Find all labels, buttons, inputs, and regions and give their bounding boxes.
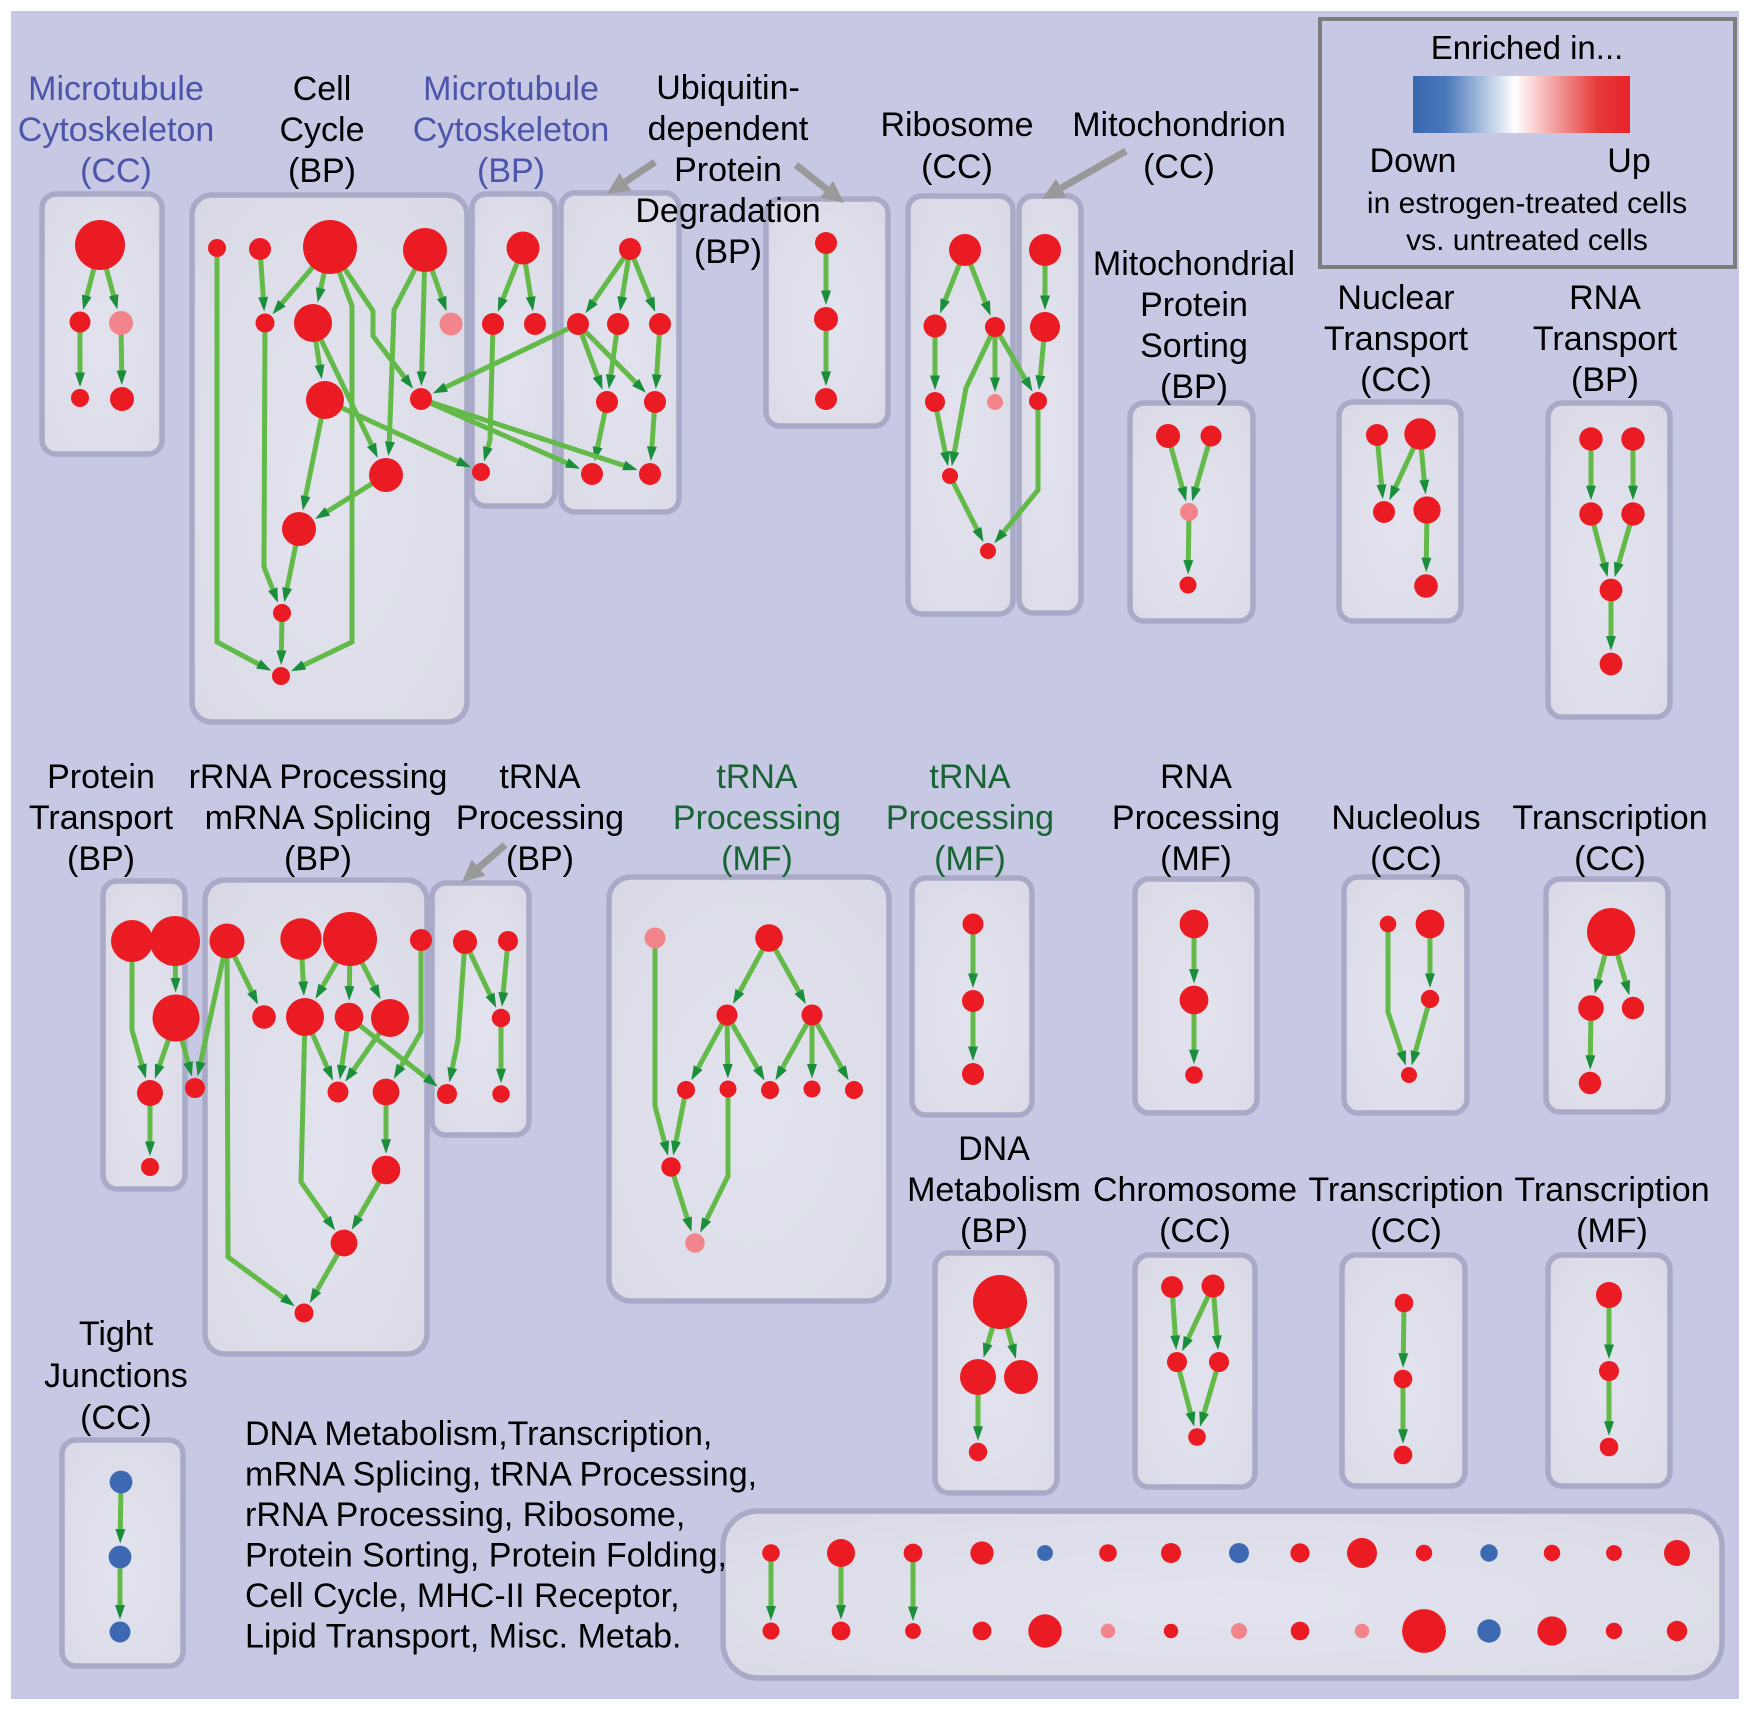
svg-text:tRNA: tRNA xyxy=(929,758,1011,796)
svg-text:dependent: dependent xyxy=(648,110,809,148)
svg-text:(CC): (CC) xyxy=(1159,1212,1231,1250)
svg-text:(BP): (BP) xyxy=(506,840,574,878)
svg-text:tRNA: tRNA xyxy=(716,758,798,796)
svg-text:Cell: Cell xyxy=(293,70,352,108)
svg-text:Protein: Protein xyxy=(47,758,155,796)
svg-text:Cell Cycle, MHC-II Receptor,: Cell Cycle, MHC-II Receptor, xyxy=(245,1577,680,1615)
svg-text:Up: Up xyxy=(1607,142,1650,180)
svg-text:(BP): (BP) xyxy=(1571,361,1639,399)
svg-text:(MF): (MF) xyxy=(1576,1212,1648,1250)
svg-text:(CC): (CC) xyxy=(1574,840,1646,878)
svg-text:Transcription: Transcription xyxy=(1512,799,1707,837)
svg-text:Down: Down xyxy=(1370,142,1457,180)
svg-text:Metabolism: Metabolism xyxy=(907,1171,1081,1209)
svg-text:Cytoskeleton: Cytoskeleton xyxy=(413,111,610,149)
svg-text:Transport: Transport xyxy=(1533,320,1678,358)
svg-text:(MF): (MF) xyxy=(1160,840,1232,878)
svg-text:Ribosome: Ribosome xyxy=(880,106,1033,144)
svg-text:RNA: RNA xyxy=(1160,758,1232,796)
svg-text:(CC): (CC) xyxy=(921,148,993,186)
svg-text:Ubiquitin-: Ubiquitin- xyxy=(656,69,800,107)
svg-text:Chromosome: Chromosome xyxy=(1093,1171,1297,1209)
svg-text:(BP): (BP) xyxy=(288,152,356,190)
svg-text:Transport: Transport xyxy=(29,799,174,837)
svg-text:(CC): (CC) xyxy=(80,1399,152,1437)
svg-text:Cytoskeleton: Cytoskeleton xyxy=(18,111,215,149)
svg-text:Cycle: Cycle xyxy=(279,111,364,149)
svg-text:Tight: Tight xyxy=(79,1315,154,1353)
svg-text:Enriched in...: Enriched in... xyxy=(1431,29,1624,66)
svg-text:Sorting: Sorting xyxy=(1140,327,1248,365)
svg-text:mRNA Splicing, tRNA Processing: mRNA Splicing, tRNA Processing, xyxy=(245,1456,757,1494)
svg-text:Mitochondrial: Mitochondrial xyxy=(1093,245,1295,283)
svg-text:Degradation: Degradation xyxy=(635,192,820,230)
svg-text:Transcription: Transcription xyxy=(1308,1171,1503,1209)
svg-text:(CC): (CC) xyxy=(1360,361,1432,399)
svg-text:Processing: Processing xyxy=(1112,799,1280,837)
svg-text:Protein Sorting, Protein Foldi: Protein Sorting, Protein Folding, xyxy=(245,1537,727,1575)
svg-text:Microtubule: Microtubule xyxy=(28,70,204,108)
svg-text:(BP): (BP) xyxy=(1160,368,1228,406)
svg-text:Processing: Processing xyxy=(456,799,624,837)
svg-text:(CC): (CC) xyxy=(1370,1212,1442,1250)
svg-text:(CC): (CC) xyxy=(1370,840,1442,878)
svg-text:(BP): (BP) xyxy=(284,840,352,878)
svg-text:Transcription: Transcription xyxy=(1514,1171,1709,1209)
svg-text:Lipid Transport, Misc. Metab.: Lipid Transport, Misc. Metab. xyxy=(245,1618,682,1656)
svg-text:(MF): (MF) xyxy=(934,840,1006,878)
svg-text:Nuclear: Nuclear xyxy=(1337,279,1454,317)
svg-text:Nucleolus: Nucleolus xyxy=(1331,799,1480,837)
svg-text:Transport: Transport xyxy=(1324,320,1469,358)
svg-text:(CC): (CC) xyxy=(80,152,152,190)
svg-text:vs. untreated cells: vs. untreated cells xyxy=(1406,224,1648,257)
svg-text:(MF): (MF) xyxy=(721,840,793,878)
svg-text:(BP): (BP) xyxy=(67,840,135,878)
svg-text:Processing: Processing xyxy=(673,799,841,837)
svg-text:rRNA Processing, Ribosome,: rRNA Processing, Ribosome, xyxy=(245,1496,685,1534)
svg-text:Microtubule: Microtubule xyxy=(423,70,599,108)
svg-text:Junctions: Junctions xyxy=(44,1357,188,1395)
svg-text:tRNA: tRNA xyxy=(499,758,581,796)
svg-text:rRNA Processing: rRNA Processing xyxy=(189,758,448,796)
svg-text:(BP): (BP) xyxy=(477,152,545,190)
svg-text:(BP): (BP) xyxy=(960,1212,1028,1250)
svg-text:DNA Metabolism,Transcription,: DNA Metabolism,Transcription, xyxy=(245,1415,712,1453)
svg-text:Protein: Protein xyxy=(1140,286,1248,324)
svg-text:Protein: Protein xyxy=(674,151,782,189)
svg-text:RNA: RNA xyxy=(1569,279,1641,317)
svg-text:(CC): (CC) xyxy=(1143,148,1215,186)
svg-text:(BP): (BP) xyxy=(694,233,762,271)
svg-text:DNA: DNA xyxy=(958,1130,1030,1168)
svg-text:mRNA Splicing: mRNA Splicing xyxy=(205,799,432,837)
svg-text:in estrogen-treated cells: in estrogen-treated cells xyxy=(1367,187,1687,220)
svg-text:Mitochondrion: Mitochondrion xyxy=(1072,106,1286,144)
svg-text:Processing: Processing xyxy=(886,799,1054,837)
